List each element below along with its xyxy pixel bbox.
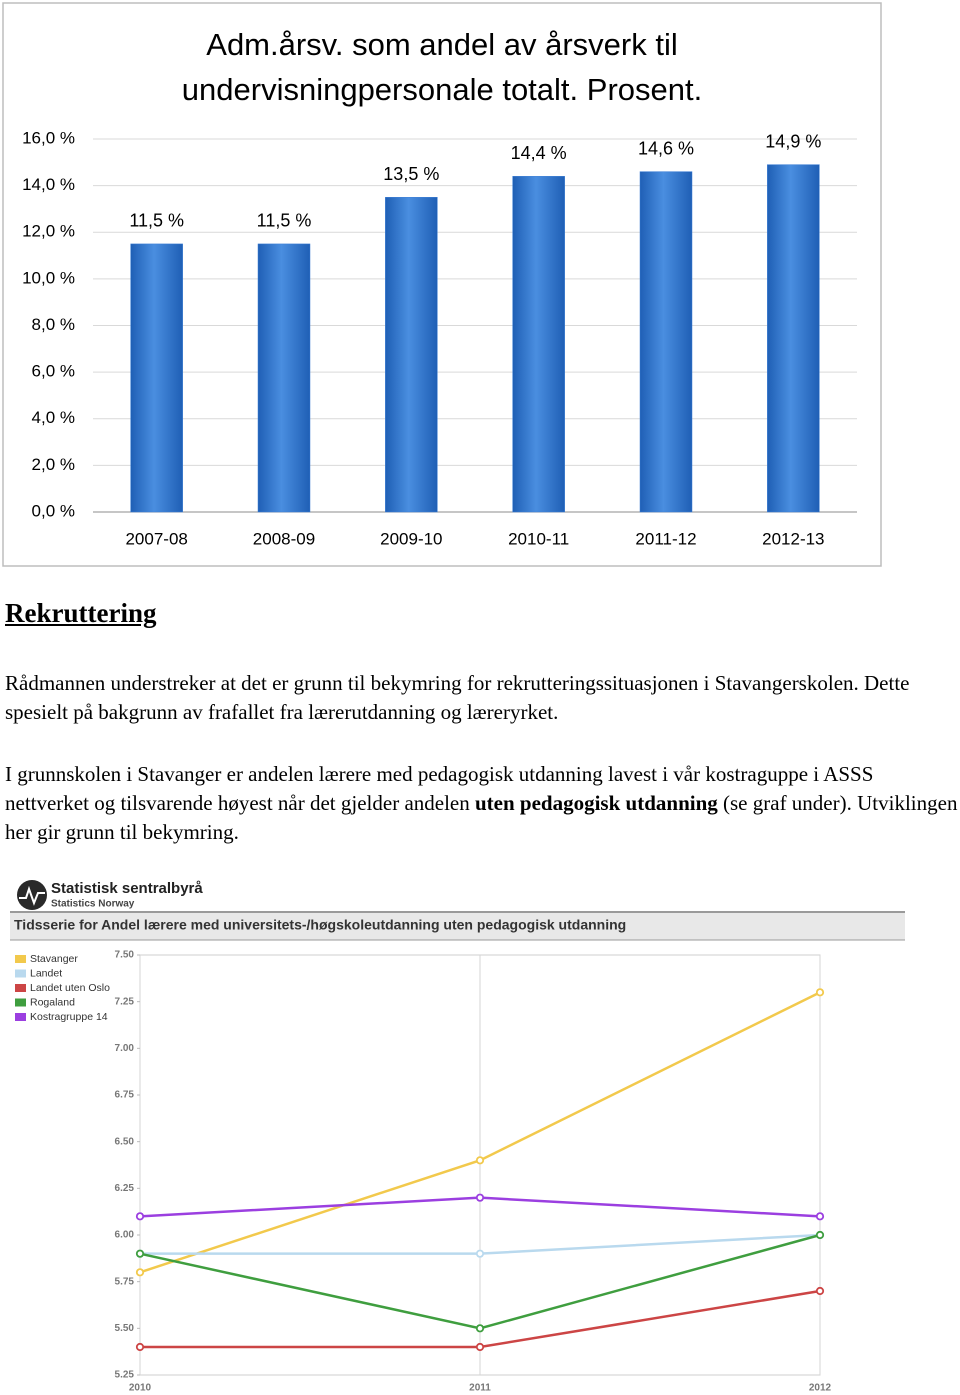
bar [257,243,311,513]
paragraph: Rådmannen understreker at det er grunn t… [5,669,960,727]
x-tick-label: 2009-10 [380,529,442,548]
bar [385,197,438,513]
data-label: 14,4 % [511,143,567,163]
point [135,1342,145,1352]
x-tick-label: 2010-11 [508,529,569,548]
legend-swatch [15,969,26,978]
logo-name: Statistisk sentralbyrå [51,880,203,897]
legend-swatch [15,955,26,963]
point [135,1268,145,1277]
legend-swatch [15,984,26,992]
data-label: 14,6 % [638,138,694,158]
y-tick-label: 2,0 % [32,455,75,474]
text: (se graf under). Utviklingen her gir gru… [5,791,958,844]
y-tick-label: 5.25 [115,1370,135,1381]
data-label: 14,9 % [765,131,821,151]
paragraph: I grunnskolen i Stavanger er andelen lær… [5,760,960,847]
point [475,1249,485,1258]
y-tick-label: 7.25 [115,996,135,1007]
legend-label: Stavanger [30,953,78,965]
point [475,1342,485,1352]
x-tick-label: 2010 [129,1383,152,1394]
y-tick-label: 16,0 % [22,128,75,147]
data-label: 13,5 % [383,164,439,184]
y-tick-label: 0,0 % [32,501,75,520]
x-tick-label: 2012 [809,1383,832,1394]
bar [512,176,565,513]
x-tick-label: 2008-09 [253,529,315,548]
x-tick-label: 2012-13 [762,529,824,548]
bar [130,243,183,513]
bar [767,164,820,513]
x-tick-label: 2007-08 [125,529,187,548]
legend-label: Rogaland [30,996,75,1008]
text: Rådmannen understreker at det er grunn t… [5,671,910,724]
y-tick-label: 7.50 [115,950,135,961]
title-bar [10,912,905,940]
point [815,988,825,997]
bar [639,171,693,513]
legend-swatch [15,1013,26,1021]
x-tick-label: 2011-12 [635,529,696,548]
point [135,1249,145,1258]
y-tick-label: 8,0 % [32,315,75,334]
x-tick-label: 2011 [469,1383,491,1394]
logo-subname: Statistics Norway [51,899,135,910]
point [475,1156,485,1165]
legend-label: Landet uten Oslo [30,982,110,994]
bold-text: uten pedagogisk utdanning [475,791,718,815]
data-label: 11,5 % [129,211,184,231]
point [815,1286,825,1296]
y-tick-label: 12,0 % [22,222,75,241]
chart-title: Tidsserie for Andel lærere med universit… [14,917,626,933]
legend-swatch [15,998,26,1007]
y-tick-label: 5.75 [115,1276,135,1287]
y-tick-label: 14,0 % [22,175,75,194]
y-tick-label: 6.75 [115,1090,135,1101]
data-label: 11,5 % [257,211,312,231]
legend-label: Landet [30,967,62,979]
legend-label: Kostragruppe 14 [30,1011,108,1023]
y-tick-label: 7.00 [115,1043,135,1054]
chart-title: Adm.årsv. som andel av årsverk til under… [181,27,703,107]
point [475,1324,485,1333]
point [815,1212,825,1221]
y-tick-label: 6,0 % [32,362,75,381]
y-tick-label: 4,0 % [32,408,75,427]
heading: Rekruttering [5,598,157,628]
y-tick-label: 5.50 [115,1323,135,1334]
point [475,1193,485,1202]
point [815,1230,825,1240]
y-tick-label: 6.25 [115,1183,135,1194]
text: I grunnskolen i Stavanger er andelen lær… [5,762,874,815]
y-tick-label: 6.00 [115,1230,135,1241]
point [135,1212,145,1221]
y-tick-label: 10,0 % [22,268,75,287]
logo-mark [19,885,45,906]
y-tick-label: 6.50 [115,1136,135,1147]
